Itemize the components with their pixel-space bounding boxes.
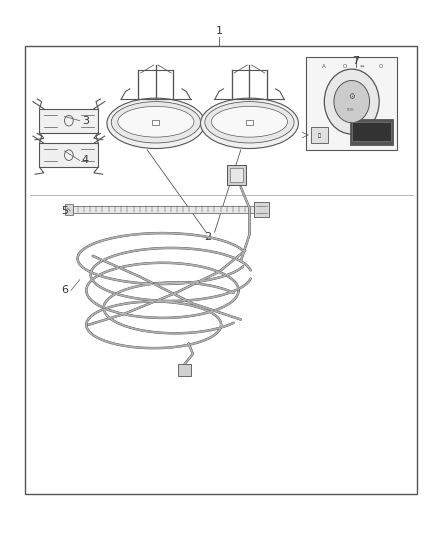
Ellipse shape	[118, 107, 194, 137]
Text: A: A	[322, 64, 326, 69]
Bar	[25, 46, 417, 495]
Bar	[254, 202, 269, 216]
Text: O: O	[343, 64, 346, 69]
Text: 6: 6	[61, 285, 68, 295]
Ellipse shape	[334, 80, 370, 123]
Bar	[39, 109, 98, 133]
Text: **: **	[360, 64, 365, 69]
Text: 5: 5	[61, 206, 68, 216]
Bar	[39, 143, 98, 167]
Bar	[311, 126, 328, 143]
Bar	[178, 364, 191, 376]
Text: 2: 2	[205, 232, 212, 243]
Text: ⚙: ⚙	[348, 92, 355, 101]
Text: 🚗: 🚗	[318, 133, 321, 138]
Bar	[350, 119, 393, 144]
Text: 1: 1	[215, 26, 223, 36]
Bar	[73, 206, 254, 213]
Text: O: O	[379, 64, 383, 69]
Bar	[246, 119, 253, 125]
Text: 7: 7	[353, 56, 360, 66]
Ellipse shape	[107, 98, 205, 149]
Ellipse shape	[111, 102, 201, 143]
Bar	[227, 165, 246, 185]
Bar	[230, 168, 243, 182]
Ellipse shape	[324, 69, 379, 134]
Text: 3: 3	[82, 116, 89, 126]
Bar	[65, 204, 73, 215]
Ellipse shape	[212, 107, 288, 137]
Bar	[352, 122, 391, 141]
Text: 4: 4	[82, 156, 89, 165]
Bar	[152, 119, 159, 125]
Bar	[306, 57, 397, 150]
Ellipse shape	[205, 102, 294, 143]
Text: FOG: FOG	[347, 108, 354, 112]
Ellipse shape	[201, 98, 298, 149]
